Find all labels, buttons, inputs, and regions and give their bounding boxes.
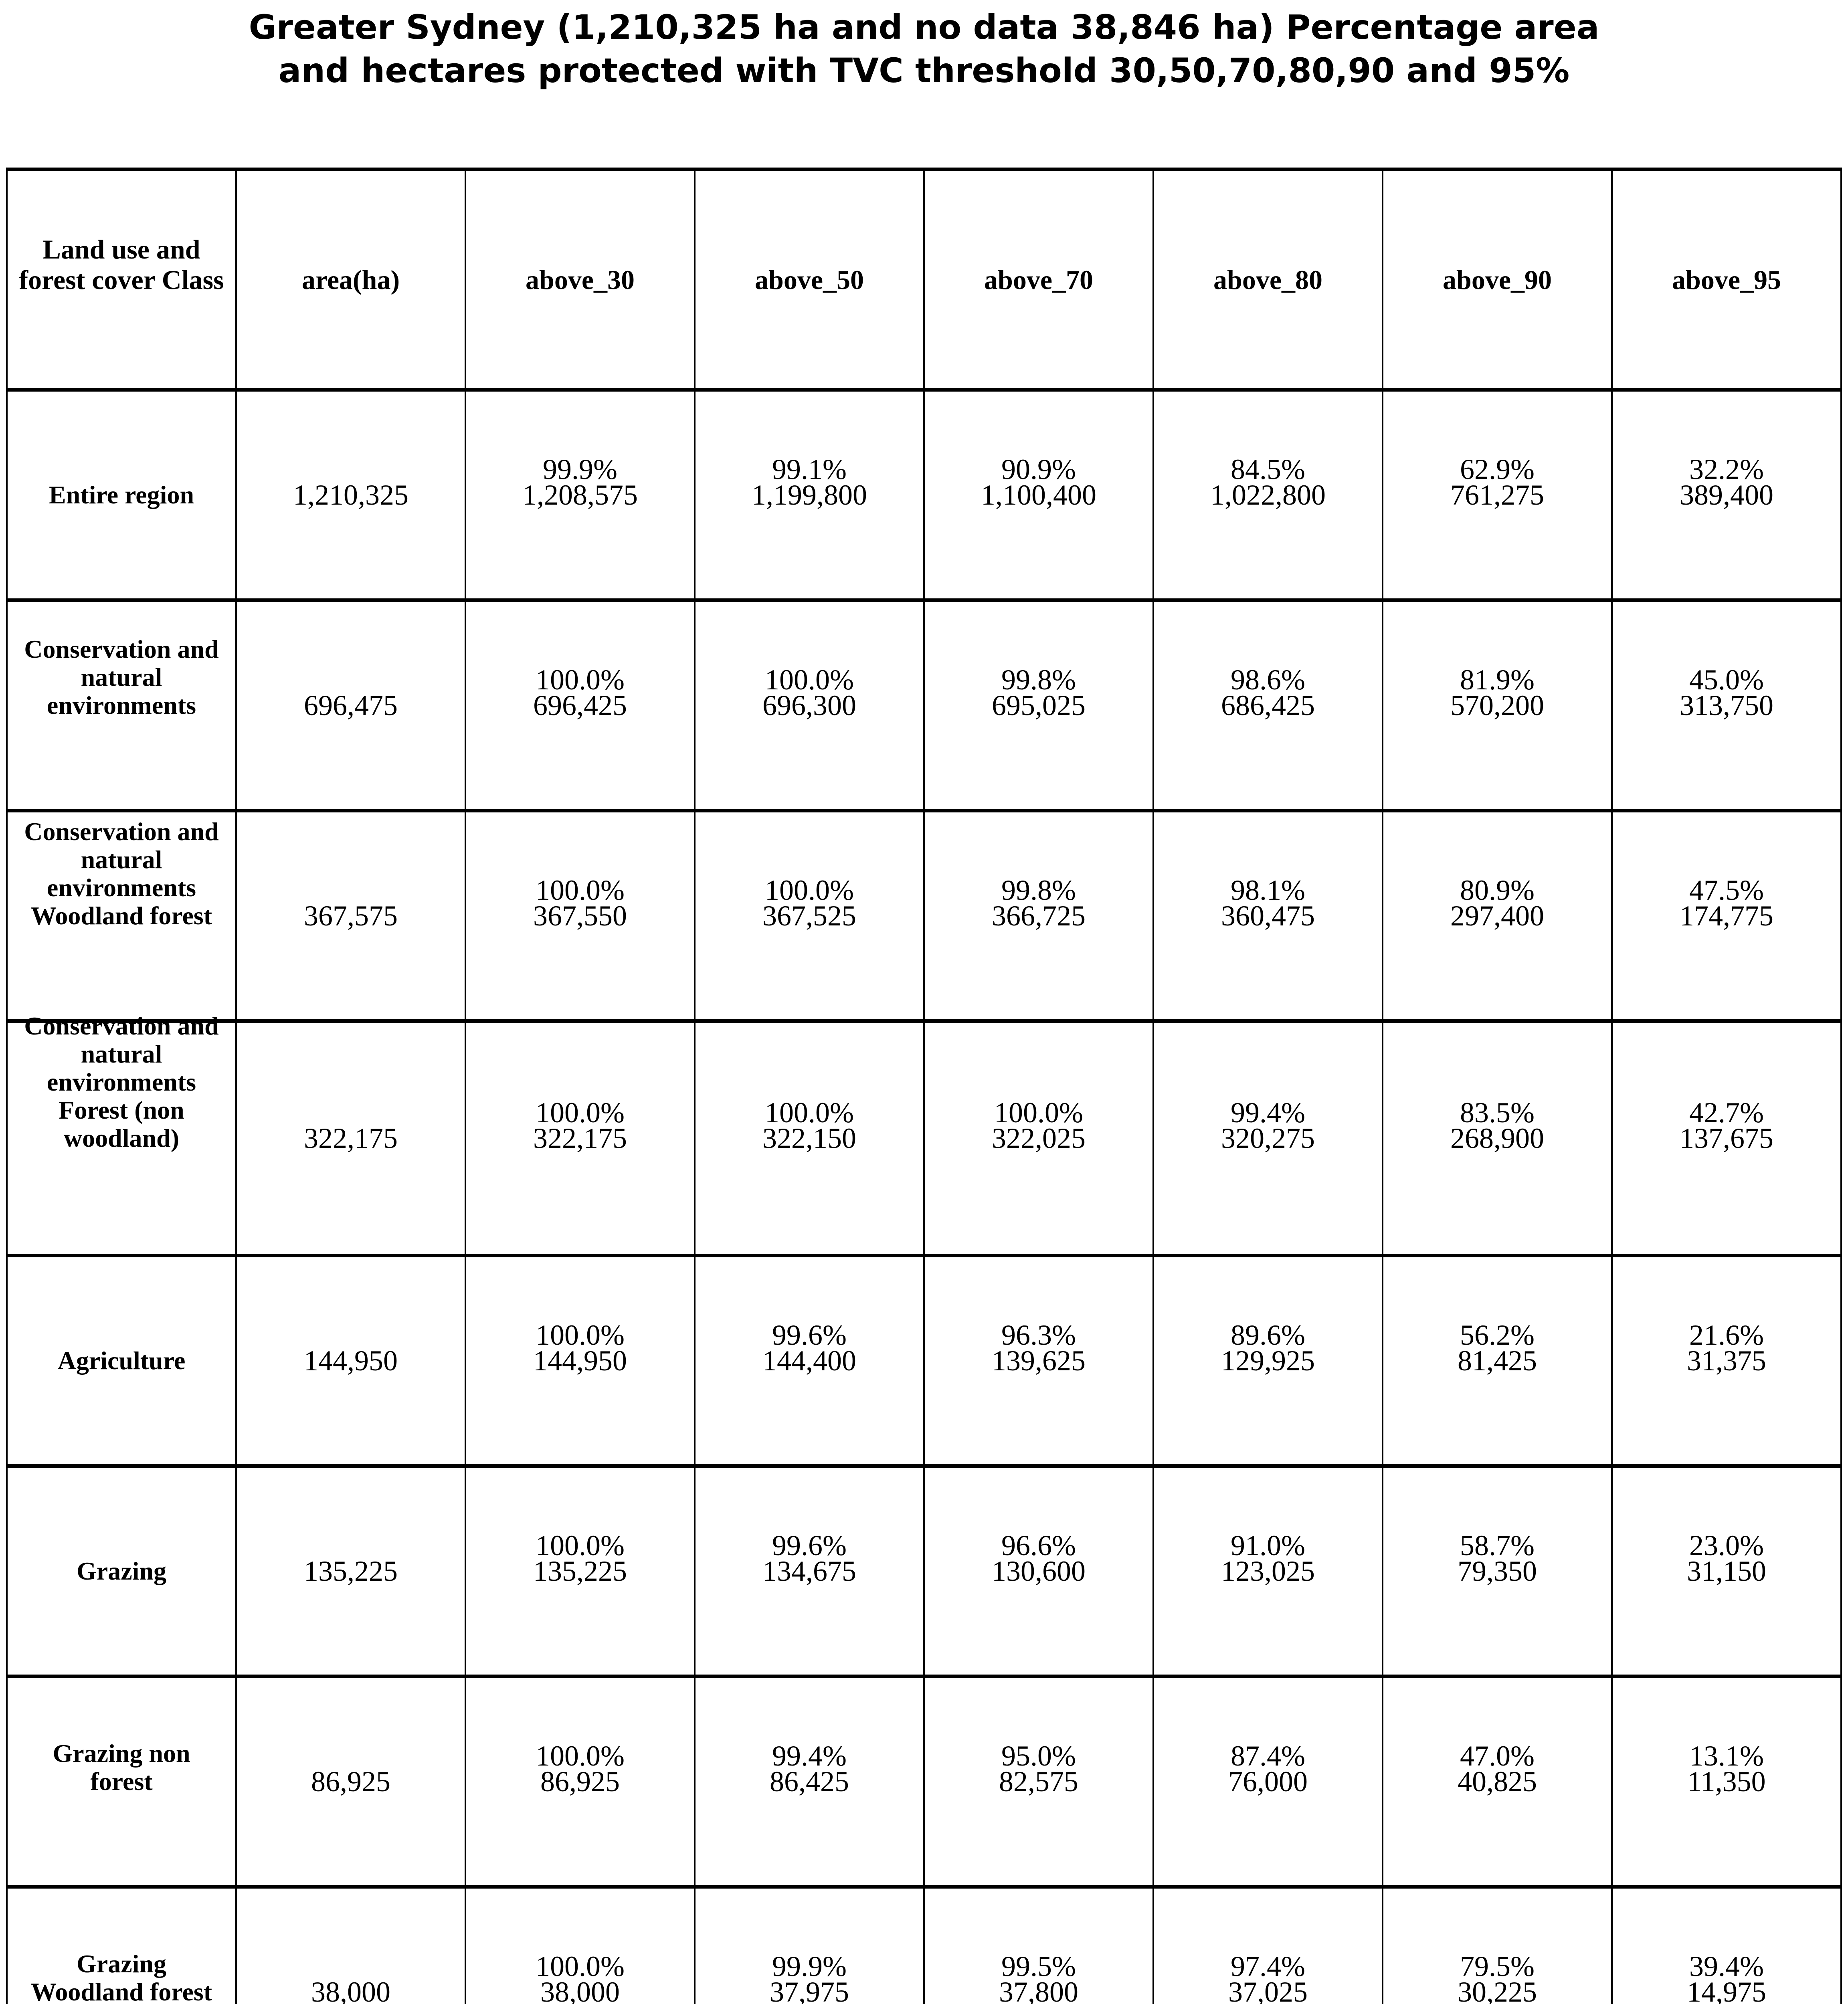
table-row: Conservation and natural environments Wo… xyxy=(6,809,1842,1023)
cell-above-90: 81.9% 570,200 xyxy=(1382,598,1613,812)
cell-above-90: 58.7% 79,350 xyxy=(1382,1464,1613,1678)
col-header-above-90: above_90 xyxy=(1382,168,1613,392)
table-row: Conservation and natural environments Fo… xyxy=(6,1012,1842,1257)
cell-above-30: 99.9% 1,208,575 xyxy=(465,388,696,602)
cell-above-70: 99.8% 695,025 xyxy=(923,598,1154,812)
cell-above-30: 100.0% 696,425 xyxy=(465,598,696,812)
cell-above-50: 100.0% 696,300 xyxy=(694,598,925,812)
land-use-table: Land use and forest cover Class area(ha)… xyxy=(6,168,1842,2004)
col-header-above-80: above_80 xyxy=(1152,168,1383,392)
col-header-above-30: above_30 xyxy=(465,168,696,392)
cell-above-95: 13.1% 11,350 xyxy=(1611,1675,1842,1889)
row-label-cell: Grazing xyxy=(6,1464,237,1678)
col-header-above-95: above_95 xyxy=(1611,168,1842,392)
area-cell: 86,925 xyxy=(235,1675,466,1889)
cell-above-70: 96.6% 130,600 xyxy=(923,1464,1154,1678)
cell-above-80: 98.6% 686,425 xyxy=(1152,598,1383,812)
cell-above-95: 32.2% 389,400 xyxy=(1611,388,1842,602)
cell-above-50: 99.6% 134,675 xyxy=(694,1464,925,1678)
title-line-1: Greater Sydney (1,210,325 ha and no data… xyxy=(249,8,1599,47)
cell-above-50: 100.0% 322,150 xyxy=(694,1019,925,1257)
cell-above-50: 99.9% 37,975 xyxy=(694,1885,925,2004)
cell-above-90: 80.9% 297,400 xyxy=(1382,809,1613,1023)
cell-above-30: 100.0% 86,925 xyxy=(465,1675,696,1889)
cell-above-95: 42.7% 137,675 xyxy=(1611,1019,1842,1257)
cell-above-90: 62.9% 761,275 xyxy=(1382,388,1613,602)
col-header-class: Land use and forest cover Class xyxy=(6,168,237,392)
cell-above-80: 98.1% 360,475 xyxy=(1152,809,1383,1023)
page-title: Greater Sydney (1,210,325 ha and no data… xyxy=(0,6,1848,92)
row-label-cell: Entire region xyxy=(6,388,237,602)
cell-above-50: 99.6% 144,400 xyxy=(694,1254,925,1468)
row-label-cell: Agriculture xyxy=(6,1254,237,1468)
col-header-above-50: above_50 xyxy=(694,168,925,392)
area-cell: 322,175 xyxy=(235,1019,466,1257)
cell-above-90: 47.0% 40,825 xyxy=(1382,1675,1613,1889)
table-row: Grazing non forest 86,925 100.0% 86,925 9… xyxy=(6,1675,1842,1889)
cell-above-80: 84.5% 1,022,800 xyxy=(1152,388,1383,602)
cell-above-80: 87.4% 76,000 xyxy=(1152,1675,1383,1889)
area-cell: 696,475 xyxy=(235,598,466,812)
area-cell: 38,000 xyxy=(235,1885,466,2004)
header-row: Land use and forest cover Class area(ha)… xyxy=(6,168,1842,392)
cell-above-30: 100.0% 144,950 xyxy=(465,1254,696,1468)
col-header-area: area(ha) xyxy=(235,168,466,392)
cell-above-90: 56.2% 81,425 xyxy=(1382,1254,1613,1468)
cell-above-80: 89.6% 129,925 xyxy=(1152,1254,1383,1468)
table-row: Conservation and natural environments 69… xyxy=(6,598,1842,812)
cell-above-70: 90.9% 1,100,400 xyxy=(923,388,1154,602)
row-label-cell: Grazing Woodland forest xyxy=(6,1885,237,2004)
row-label-cell: Conservation and natural environments Wo… xyxy=(6,809,237,1023)
row-label-cell: Grazing non forest xyxy=(6,1675,237,1889)
cell-above-90: 83.5% 268,900 xyxy=(1382,1019,1613,1257)
cell-above-30: 100.0% 367,550 xyxy=(465,809,696,1023)
cell-above-80: 99.4% 320,275 xyxy=(1152,1019,1383,1257)
cell-above-30: 100.0% 135,225 xyxy=(465,1464,696,1678)
cell-above-50: 100.0% 367,525 xyxy=(694,809,925,1023)
table-row: Entire region 1,210,325 99.9% 1,208,575 9… xyxy=(6,388,1842,602)
cell-above-95: 39.4% 14,975 xyxy=(1611,1885,1842,2004)
cell-above-95: 23.0% 31,150 xyxy=(1611,1464,1842,1678)
cell-above-80: 91.0% 123,025 xyxy=(1152,1464,1383,1678)
area-cell: 144,950 xyxy=(235,1254,466,1468)
cell-above-30: 100.0% 38,000 xyxy=(465,1885,696,2004)
row-label-cell: Conservation and natural environments Fo… xyxy=(6,1012,237,1257)
title-line-2: and hectares protected with TVC threshol… xyxy=(278,51,1570,90)
cell-above-70: 100.0% 322,025 xyxy=(923,1019,1154,1257)
table-row: Agriculture 144,950 100.0% 144,950 99.6% 1… xyxy=(6,1254,1842,1468)
cell-above-50: 99.4% 86,425 xyxy=(694,1675,925,1889)
table-row: Grazing 135,225 100.0% 135,225 99.6% 134,6… xyxy=(6,1464,1842,1678)
row-label-cell: Conservation and natural environments xyxy=(6,598,237,812)
col-header-above-70: above_70 xyxy=(923,168,1154,392)
cell-above-30: 100.0% 322,175 xyxy=(465,1019,696,1257)
area-cell: 367,575 xyxy=(235,809,466,1023)
area-cell: 1,210,325 xyxy=(235,388,466,602)
cell-above-90: 79.5% 30,225 xyxy=(1382,1885,1613,2004)
cell-above-95: 47.5% 174,775 xyxy=(1611,809,1842,1023)
cell-above-80: 97.4% 37,025 xyxy=(1152,1885,1383,2004)
table-row: Grazing Woodland forest 38,000 100.0% 38,… xyxy=(6,1885,1842,2004)
cell-above-95: 45.0% 313,750 xyxy=(1611,598,1842,812)
cell-above-95: 21.6% 31,375 xyxy=(1611,1254,1842,1468)
cell-above-70: 95.0% 82,575 xyxy=(923,1675,1154,1889)
area-cell: 135,225 xyxy=(235,1464,466,1678)
cell-above-50: 99.1% 1,199,800 xyxy=(694,388,925,602)
cell-above-70: 99.8% 366,725 xyxy=(923,809,1154,1023)
cell-above-70: 99.5% 37,800 xyxy=(923,1885,1154,2004)
cell-above-70: 96.3% 139,625 xyxy=(923,1254,1154,1468)
